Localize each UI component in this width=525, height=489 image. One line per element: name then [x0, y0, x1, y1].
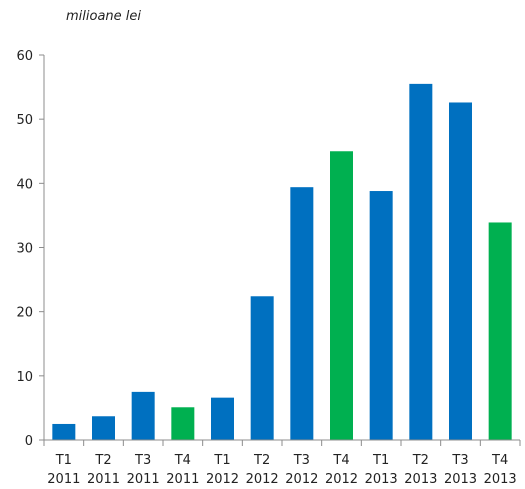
x-tick-label-quarter: T3 — [293, 453, 310, 468]
y-tick-label: 60 — [16, 49, 33, 64]
x-tick-label-year: 2011 — [87, 472, 120, 487]
x-tick-label-year: 2011 — [166, 472, 199, 487]
x-tick-label-year: 2013 — [365, 472, 398, 487]
y-axis-unit-label: milioane lei — [66, 9, 142, 24]
x-tick-label-quarter: T2 — [412, 453, 429, 468]
y-axis: 0 10 20 30 40 50 60 — [16, 49, 45, 449]
bar-t1-2011 — [52, 423, 76, 440]
bar-t4-2012 — [330, 151, 353, 440]
x-tick-label-year: 2013 — [404, 472, 437, 487]
x-tick-label-quarter: T3 — [134, 453, 151, 468]
x-tick-label-quarter: T4 — [491, 453, 508, 468]
x-tick-label-year: 2013 — [444, 472, 477, 487]
bar-t3-2011 — [131, 391, 155, 440]
bar-t3-2013 — [449, 102, 472, 440]
x-tick-label-quarter: T4 — [332, 453, 349, 468]
bars — [52, 83, 512, 440]
x-tick-label-quarter: T4 — [174, 453, 191, 468]
x-tick-label-year: 2012 — [285, 472, 318, 487]
x-tick-label-quarter: T1 — [372, 453, 389, 468]
x-tick-label-year: 2013 — [484, 472, 517, 487]
bar-t2-2013 — [409, 83, 433, 440]
x-tick-label-year: 2012 — [246, 472, 279, 487]
y-tick-label: 0 — [25, 434, 33, 449]
bar-t1-2013 — [369, 191, 393, 440]
bar-t2-2011 — [92, 416, 115, 440]
y-tick-label: 50 — [16, 113, 33, 128]
x-axis: T1 2011 T2 2011 T3 2011 T4 2011 T1 2012 T2 2012 T3 20… — [43, 439, 521, 487]
x-tick-label-year: 2011 — [127, 472, 160, 487]
x-tick-label-quarter: T1 — [213, 453, 230, 468]
x-tick-label-quarter: T2 — [253, 453, 270, 468]
bar-t4-2013 — [488, 222, 512, 440]
y-tick-label: 30 — [16, 242, 33, 257]
bar-t2-2012 — [250, 296, 274, 440]
x-tick-label-year: 2012 — [206, 472, 239, 487]
x-tick-label-quarter: T2 — [94, 453, 111, 468]
y-tick-label: 40 — [16, 177, 33, 192]
y-tick-label: 20 — [16, 306, 33, 321]
x-tick-label-year: 2012 — [325, 472, 358, 487]
bar-t3-2012 — [290, 187, 314, 440]
x-tick-label-year: 2011 — [47, 472, 80, 487]
y-tick-label: 10 — [16, 370, 33, 385]
bar-t4-2011 — [171, 407, 195, 440]
x-tick-label-quarter: T3 — [451, 453, 468, 468]
x-tick-label-quarter: T1 — [55, 453, 72, 468]
bar-t1-2012 — [211, 397, 234, 440]
